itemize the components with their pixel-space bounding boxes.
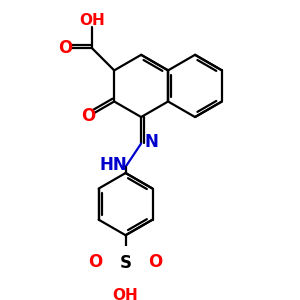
Text: OH: OH — [79, 13, 105, 28]
Text: O: O — [81, 107, 95, 125]
Text: S: S — [120, 254, 132, 272]
Text: N: N — [145, 133, 159, 151]
Text: O: O — [88, 253, 103, 271]
Text: O: O — [148, 253, 163, 271]
Text: HN: HN — [99, 156, 127, 174]
Text: OH: OH — [113, 288, 139, 300]
Text: O: O — [58, 39, 73, 57]
